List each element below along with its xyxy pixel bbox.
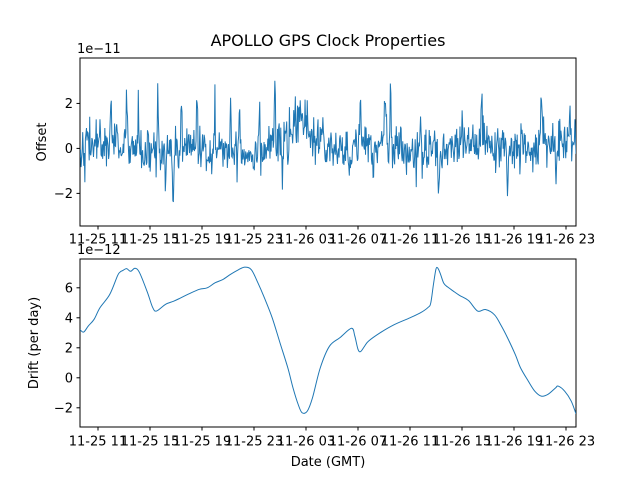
x-tick-label: 11-25 15 — [121, 233, 179, 248]
y-tick-label: 2 — [65, 97, 73, 112]
x-tick-label: 11-26 19 — [485, 233, 543, 248]
x-tick-label: 11-26 23 — [537, 435, 595, 450]
x-tick-label: 11-25 23 — [225, 233, 283, 248]
y-tick-label: 4 — [65, 311, 73, 326]
x-tick-label: 11-26 11 — [381, 435, 439, 450]
x-tick-label: 11-26 11 — [381, 233, 439, 248]
x-tick-label: 11-25 19 — [173, 233, 231, 248]
y-tick-label: 0 — [65, 371, 73, 386]
y-tick-label: 6 — [65, 281, 73, 296]
x-tick-label: 11-25 19 — [173, 435, 231, 450]
x-tick-label: 11-25 11 — [69, 233, 127, 248]
top-ylabel: Offset — [35, 122, 50, 161]
bottom-axis-scale-offset-label: 1e−12 — [77, 243, 121, 258]
x-tick-label: 11-25 11 — [69, 435, 127, 450]
y-tick-label: −2 — [54, 187, 73, 202]
x-tick-label: 11-25 15 — [121, 435, 179, 450]
drift-series-line — [80, 266, 576, 414]
x-tick-label: 11-26 15 — [433, 435, 491, 450]
x-tick-label: 11-26 07 — [329, 233, 387, 248]
y-tick-label: 0 — [65, 142, 73, 157]
offset-series-line — [80, 80, 576, 203]
y-tick-label: 2 — [65, 341, 73, 356]
x-tick-label: 11-26 15 — [433, 233, 491, 248]
bottom-ylabel: Drift (per day) — [27, 297, 42, 389]
x-tick-label: 11-26 07 — [329, 435, 387, 450]
x-tick-label: 11-26 03 — [277, 435, 335, 450]
top-axis-scale-offset-label: 1e−11 — [77, 42, 121, 57]
y-tick-label: −2 — [54, 401, 73, 416]
x-tick-label: 11-25 23 — [225, 435, 283, 450]
bottom-xlabel: Date (GMT) — [291, 455, 366, 470]
x-tick-label: 11-26 23 — [537, 233, 595, 248]
chart-title: APOLLO GPS Clock Properties — [211, 31, 446, 50]
axes-border — [79, 258, 577, 428]
x-tick-label: 11-26 03 — [277, 233, 335, 248]
x-tick-label: 11-26 19 — [485, 435, 543, 450]
